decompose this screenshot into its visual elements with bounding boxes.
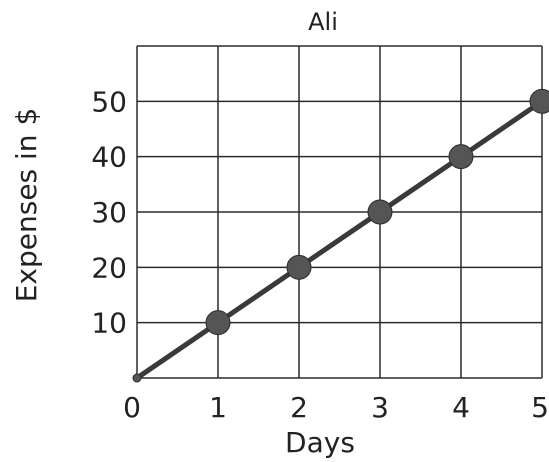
- y-tick-label: 20: [91, 251, 127, 284]
- data-point: [286, 254, 312, 280]
- x-tick-label: 5: [531, 391, 549, 424]
- data-point: [205, 310, 231, 336]
- data-point: [448, 144, 474, 170]
- data-points: [132, 88, 549, 383]
- x-tick-label: 4: [452, 391, 470, 424]
- x-axis-ticks: 0 1 2 3 4 5: [123, 391, 549, 424]
- series-line-layer: [134, 98, 545, 381]
- data-point: [367, 199, 393, 225]
- y-tick-label: 50: [91, 85, 127, 118]
- chart-title: Ali: [308, 8, 338, 36]
- x-tick-label: 2: [290, 391, 308, 424]
- y-tick-label: 30: [91, 196, 127, 229]
- data-point: [132, 373, 142, 383]
- y-axis-ticks: 10 20 30 40 50: [91, 85, 127, 339]
- x-axis-label: Days: [285, 426, 355, 459]
- y-tick-label: 10: [91, 307, 127, 340]
- y-axis-label: Expenses in $: [10, 108, 43, 303]
- x-tick-label: 3: [371, 391, 389, 424]
- grid: [136, 45, 543, 379]
- y-tick-label: 40: [91, 141, 127, 174]
- x-tick-label: 0: [123, 391, 141, 424]
- data-point: [529, 88, 549, 114]
- x-tick-label: 1: [209, 391, 227, 424]
- series-line: [134, 98, 545, 381]
